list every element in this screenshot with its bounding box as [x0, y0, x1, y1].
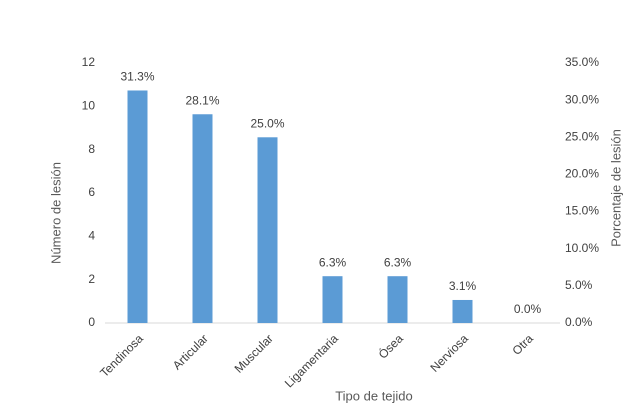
y2-tick-label: 20.0% — [565, 167, 599, 181]
data-label: 3.1% — [449, 279, 477, 293]
x-tick-label: Muscular — [232, 331, 276, 375]
x-axis-title: Tipo de tejido — [335, 388, 413, 403]
data-label: 31.3% — [120, 70, 154, 84]
data-label: 0.0% — [514, 302, 542, 316]
y-tick-label: 10 — [82, 99, 96, 113]
bar — [322, 276, 343, 323]
y-tick-label: 4 — [88, 229, 95, 243]
data-label: 6.3% — [319, 255, 347, 269]
x-tick-label: Nerviosa — [427, 331, 471, 375]
y-tick-label: 12 — [82, 55, 96, 69]
data-label: 6.3% — [384, 255, 412, 269]
bar — [192, 114, 213, 323]
y-tick-label: 2 — [88, 272, 95, 286]
y2-tick-label: 15.0% — [565, 204, 599, 218]
x-tick-label: Ligamentaria — [282, 331, 341, 390]
y2-tick-label: 35.0% — [565, 55, 599, 69]
y2-axis-title: Porcentaje de lesión — [608, 129, 623, 247]
y2-tick-label: 30.0% — [565, 92, 599, 106]
y2-tick-label: 5.0% — [565, 278, 593, 292]
bar — [452, 299, 473, 323]
y-tick-label: 8 — [88, 142, 95, 156]
x-tick-label: Articular — [170, 331, 211, 372]
x-tick-label: Otra — [509, 331, 536, 358]
bar — [387, 276, 408, 323]
y2-tick-label: 10.0% — [565, 241, 599, 255]
y2-tick-label: 25.0% — [565, 129, 599, 143]
y2-tick-label: 0.0% — [565, 315, 593, 329]
data-label: 25.0% — [250, 116, 284, 130]
bar — [257, 137, 278, 323]
bar — [127, 90, 148, 323]
x-tick-label: Ósea — [375, 331, 406, 362]
y-tick-label: 0 — [88, 315, 95, 329]
x-tick-label: Tendinosa — [97, 331, 146, 380]
y-axis-title: Número de lesión — [48, 162, 63, 264]
data-label: 28.1% — [185, 93, 219, 107]
y-tick-label: 6 — [88, 185, 95, 199]
